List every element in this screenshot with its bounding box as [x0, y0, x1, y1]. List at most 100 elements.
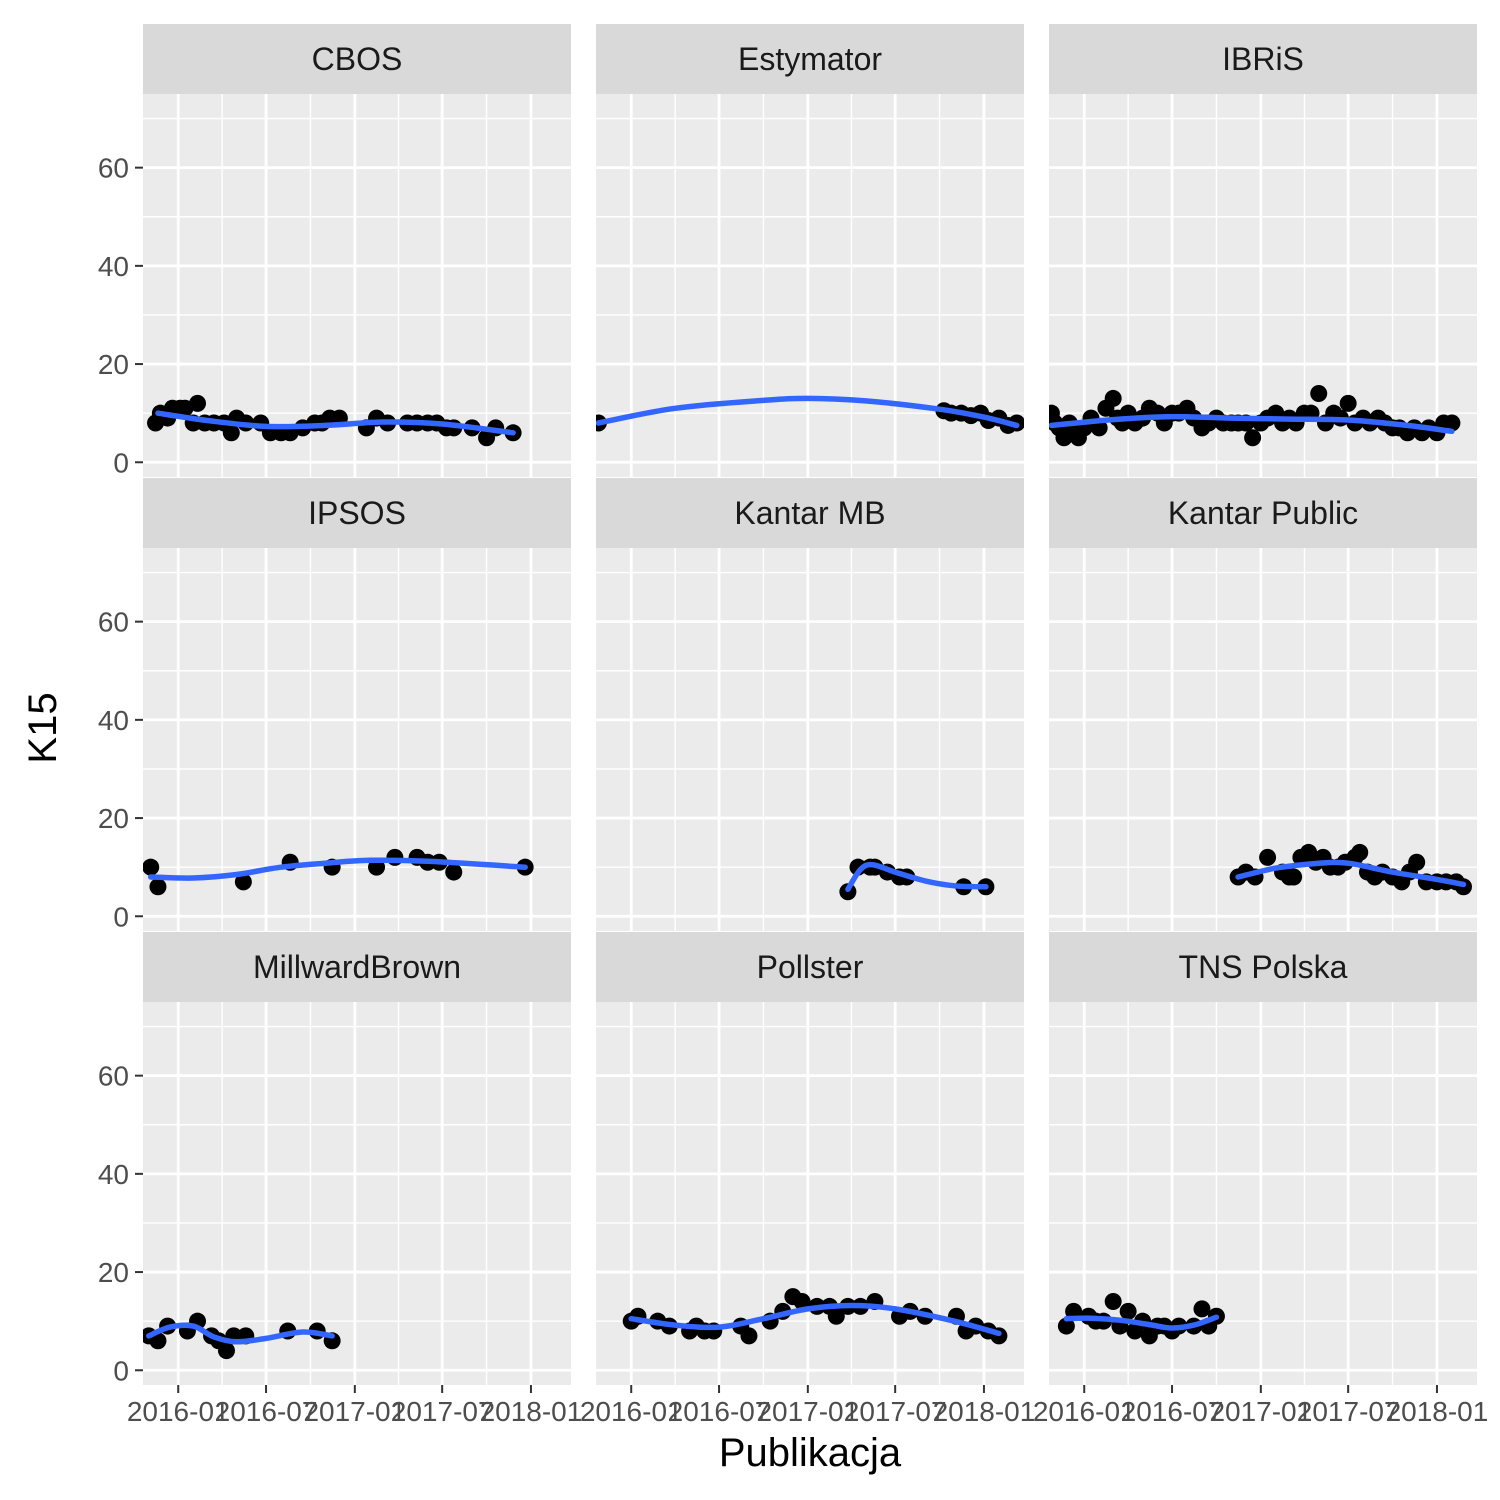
- trend-line: [147, 857, 528, 881]
- trend-line: [845, 861, 989, 893]
- facet-title: Estymator: [738, 41, 882, 77]
- facet-ipsos: IPSOS: [143, 478, 571, 931]
- trend-line: [1063, 1314, 1220, 1331]
- data-point: [217, 1342, 235, 1360]
- data-point: [1443, 414, 1461, 432]
- facet-panels: CBOS Estymator IBRiS IPSOS Kantar MB Kantar P…: [143, 24, 1477, 1385]
- data-point: [1193, 1300, 1211, 1318]
- panel-plot-area: [1049, 548, 1477, 931]
- data-point: [143, 858, 160, 876]
- y-tick-label: 60: [98, 607, 129, 638]
- x-tick-label: 2016-01: [580, 1396, 683, 1427]
- x-tick-label: 2018-01: [1386, 1396, 1489, 1427]
- facet-title: IBRiS: [1222, 41, 1304, 77]
- facet-millwardbrown: MillwardBrown: [143, 932, 571, 1385]
- data-point: [234, 873, 252, 891]
- panel-plot-area: [143, 548, 571, 931]
- y-tick-label: 0: [113, 901, 129, 932]
- panel-background: [143, 548, 571, 931]
- panel-plot-area: [1049, 1002, 1477, 1385]
- x-tick-label: 2016-01: [127, 1396, 230, 1427]
- y-tick-label: 40: [98, 705, 129, 736]
- facet-estymator: Estymator: [596, 24, 1024, 477]
- data-point: [1339, 394, 1357, 412]
- data-point: [386, 848, 404, 866]
- panel-background: [143, 1002, 571, 1385]
- trend-line: [155, 410, 516, 436]
- x-tick-label: 2017-07: [844, 1396, 947, 1427]
- x-tick-label: 2017-01: [756, 1396, 859, 1427]
- facet-ibris: IBRiS: [1049, 24, 1477, 477]
- facet-kantar-public: Kantar Public: [1049, 478, 1477, 931]
- facet-cbos: CBOS: [143, 24, 571, 477]
- x-tick-label: 2017-07: [1297, 1396, 1400, 1427]
- x-tick-label: 2017-01: [303, 1396, 406, 1427]
- data-point: [827, 1307, 845, 1325]
- x-tick-label: 2017-01: [1209, 1396, 1312, 1427]
- y-tick-label: 60: [98, 153, 129, 184]
- x-axes: 2016-012016-072017-012017-072018-012016-…: [127, 1385, 1488, 1427]
- facet-strip: [1049, 24, 1477, 94]
- trend-line: [596, 395, 1020, 429]
- facet-title: TNS Polska: [1179, 949, 1348, 985]
- x-tick-label: 2016-07: [668, 1396, 771, 1427]
- data-point: [189, 394, 207, 412]
- facet-kantar-mb: Kantar MB: [596, 478, 1024, 931]
- data-point: [1408, 853, 1426, 871]
- y-tick-label: 0: [113, 447, 129, 478]
- y-axis-millwardbrown: 0 20 40 60: [98, 1061, 143, 1386]
- y-axis-cbos: 0 20 40 60: [98, 153, 143, 478]
- y-tick-label: 20: [98, 803, 129, 834]
- y-tick-label: 20: [98, 349, 129, 380]
- panel-plot-area: [596, 548, 1024, 931]
- facet-title: Kantar MB: [734, 495, 885, 531]
- facet-title: MillwardBrown: [253, 949, 461, 985]
- facet-strip: [1049, 932, 1477, 1002]
- x-tick-label: 2016-07: [215, 1396, 318, 1427]
- y-axis-ipsos: 0 20 40 60: [98, 607, 143, 932]
- facet-strip: [596, 24, 1024, 94]
- facet-strip: [596, 478, 1024, 548]
- data-point: [1310, 385, 1328, 403]
- x-tick-label: 2017-07: [391, 1396, 494, 1427]
- panel-plot-area: [143, 1002, 571, 1385]
- facet-strip: [143, 24, 571, 94]
- data-point: [1057, 1317, 1075, 1335]
- facet-title: CBOS: [312, 41, 403, 77]
- facet-strip: [596, 932, 1024, 1002]
- facet-title: Pollster: [757, 949, 864, 985]
- facet-strip: [143, 932, 571, 1002]
- y-tick-label: 40: [98, 251, 129, 282]
- x-tick-label: 2018-01: [933, 1396, 1036, 1427]
- facet-title: Kantar Public: [1168, 495, 1358, 531]
- facet-title: IPSOS: [308, 495, 406, 531]
- data-point: [149, 878, 167, 896]
- facet-strip: [143, 478, 571, 548]
- data-point: [1104, 389, 1122, 407]
- facet-tns-polska: TNS Polska: [1049, 932, 1477, 1385]
- trend-line: [628, 1302, 1002, 1337]
- data-point: [740, 1327, 758, 1345]
- panel-plot-area: [596, 1002, 1024, 1385]
- data-point: [222, 424, 240, 442]
- data-point: [1104, 1293, 1122, 1311]
- panel-background: [596, 548, 1024, 931]
- y-tick-label: 60: [98, 1061, 129, 1092]
- y-tick-label: 40: [98, 1159, 129, 1190]
- x-tick-label: 2016-01: [1033, 1396, 1136, 1427]
- data-point: [1285, 868, 1303, 886]
- x-tick-label: 2016-07: [1121, 1396, 1224, 1427]
- trend-line: [146, 1322, 335, 1345]
- y-axes: 0 20 40 60 0 20 40 60 0 20 40 60: [98, 153, 143, 1386]
- panel-plot-area: [1049, 94, 1477, 477]
- data-point: [793, 1293, 811, 1311]
- data-point: [445, 863, 463, 881]
- data-point: [1259, 848, 1277, 866]
- y-tick-label: 20: [98, 1257, 129, 1288]
- panel-plot-area: [596, 94, 1024, 477]
- y-tick-label: 0: [113, 1355, 129, 1386]
- data-point: [1119, 1302, 1137, 1320]
